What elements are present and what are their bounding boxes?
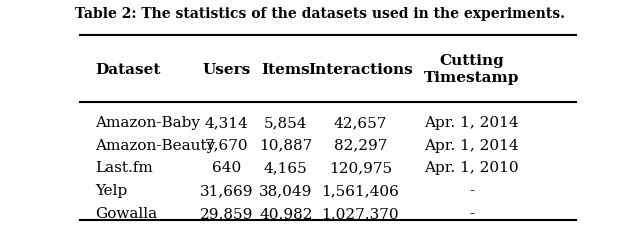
Text: Yelp: Yelp [95, 184, 127, 198]
Text: 1,027,370: 1,027,370 [321, 207, 399, 221]
Text: 7,670: 7,670 [205, 139, 248, 153]
Text: 40,982: 40,982 [259, 207, 312, 221]
Text: 640: 640 [212, 162, 241, 175]
Text: Amazon-Beauty: Amazon-Beauty [95, 139, 215, 153]
Text: Users: Users [202, 62, 250, 77]
Text: Last.fm: Last.fm [95, 162, 152, 175]
Text: 38,049: 38,049 [259, 184, 312, 198]
Text: 1,561,406: 1,561,406 [321, 184, 399, 198]
Text: 82,297: 82,297 [333, 139, 387, 153]
Text: -: - [469, 207, 474, 221]
Text: Cutting
Timestamp: Cutting Timestamp [424, 54, 520, 85]
Text: Apr. 1, 2014: Apr. 1, 2014 [424, 139, 519, 153]
Text: 31,669: 31,669 [200, 184, 253, 198]
Text: -: - [469, 184, 474, 198]
Text: Table 2: The statistics of the datasets used in the experiments.: Table 2: The statistics of the datasets … [75, 7, 565, 21]
Text: 29,859: 29,859 [200, 207, 253, 221]
Text: Interactions: Interactions [308, 62, 413, 77]
Text: Apr. 1, 2010: Apr. 1, 2010 [424, 162, 519, 175]
Text: Amazon-Baby: Amazon-Baby [95, 116, 200, 130]
Text: Gowalla: Gowalla [95, 207, 157, 221]
Text: Items: Items [262, 62, 310, 77]
Text: 120,975: 120,975 [329, 162, 392, 175]
Text: 4,314: 4,314 [204, 116, 248, 130]
Text: Dataset: Dataset [95, 62, 160, 77]
Text: Apr. 1, 2014: Apr. 1, 2014 [424, 116, 519, 130]
Text: 4,165: 4,165 [264, 162, 308, 175]
Text: 42,657: 42,657 [333, 116, 387, 130]
Text: 10,887: 10,887 [259, 139, 312, 153]
Text: 5,854: 5,854 [264, 116, 308, 130]
